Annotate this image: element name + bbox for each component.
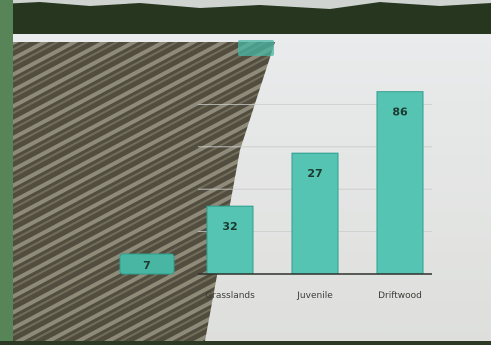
bar-1	[291, 152, 339, 275]
category-label-2: Driftwood	[378, 291, 422, 301]
top-marker	[238, 40, 274, 56]
marker-box	[119, 253, 175, 275]
extra-marker-group: 7	[119, 40, 274, 275]
bar-2	[376, 91, 424, 275]
category-ticks-group: Grasslands Juvenile Driftwood	[205, 291, 422, 301]
data-label-1: 27	[307, 167, 322, 180]
data-label-2: 86	[392, 106, 408, 119]
data-labels-group: 32 27 86	[222, 106, 408, 233]
category-label-0: Grasslands	[205, 291, 255, 301]
marker-label: 7	[143, 259, 151, 272]
category-label-1: Juvenile	[296, 291, 333, 301]
bar-0	[206, 205, 254, 275]
bars-group	[206, 91, 424, 275]
data-label-0: 32	[222, 220, 237, 233]
